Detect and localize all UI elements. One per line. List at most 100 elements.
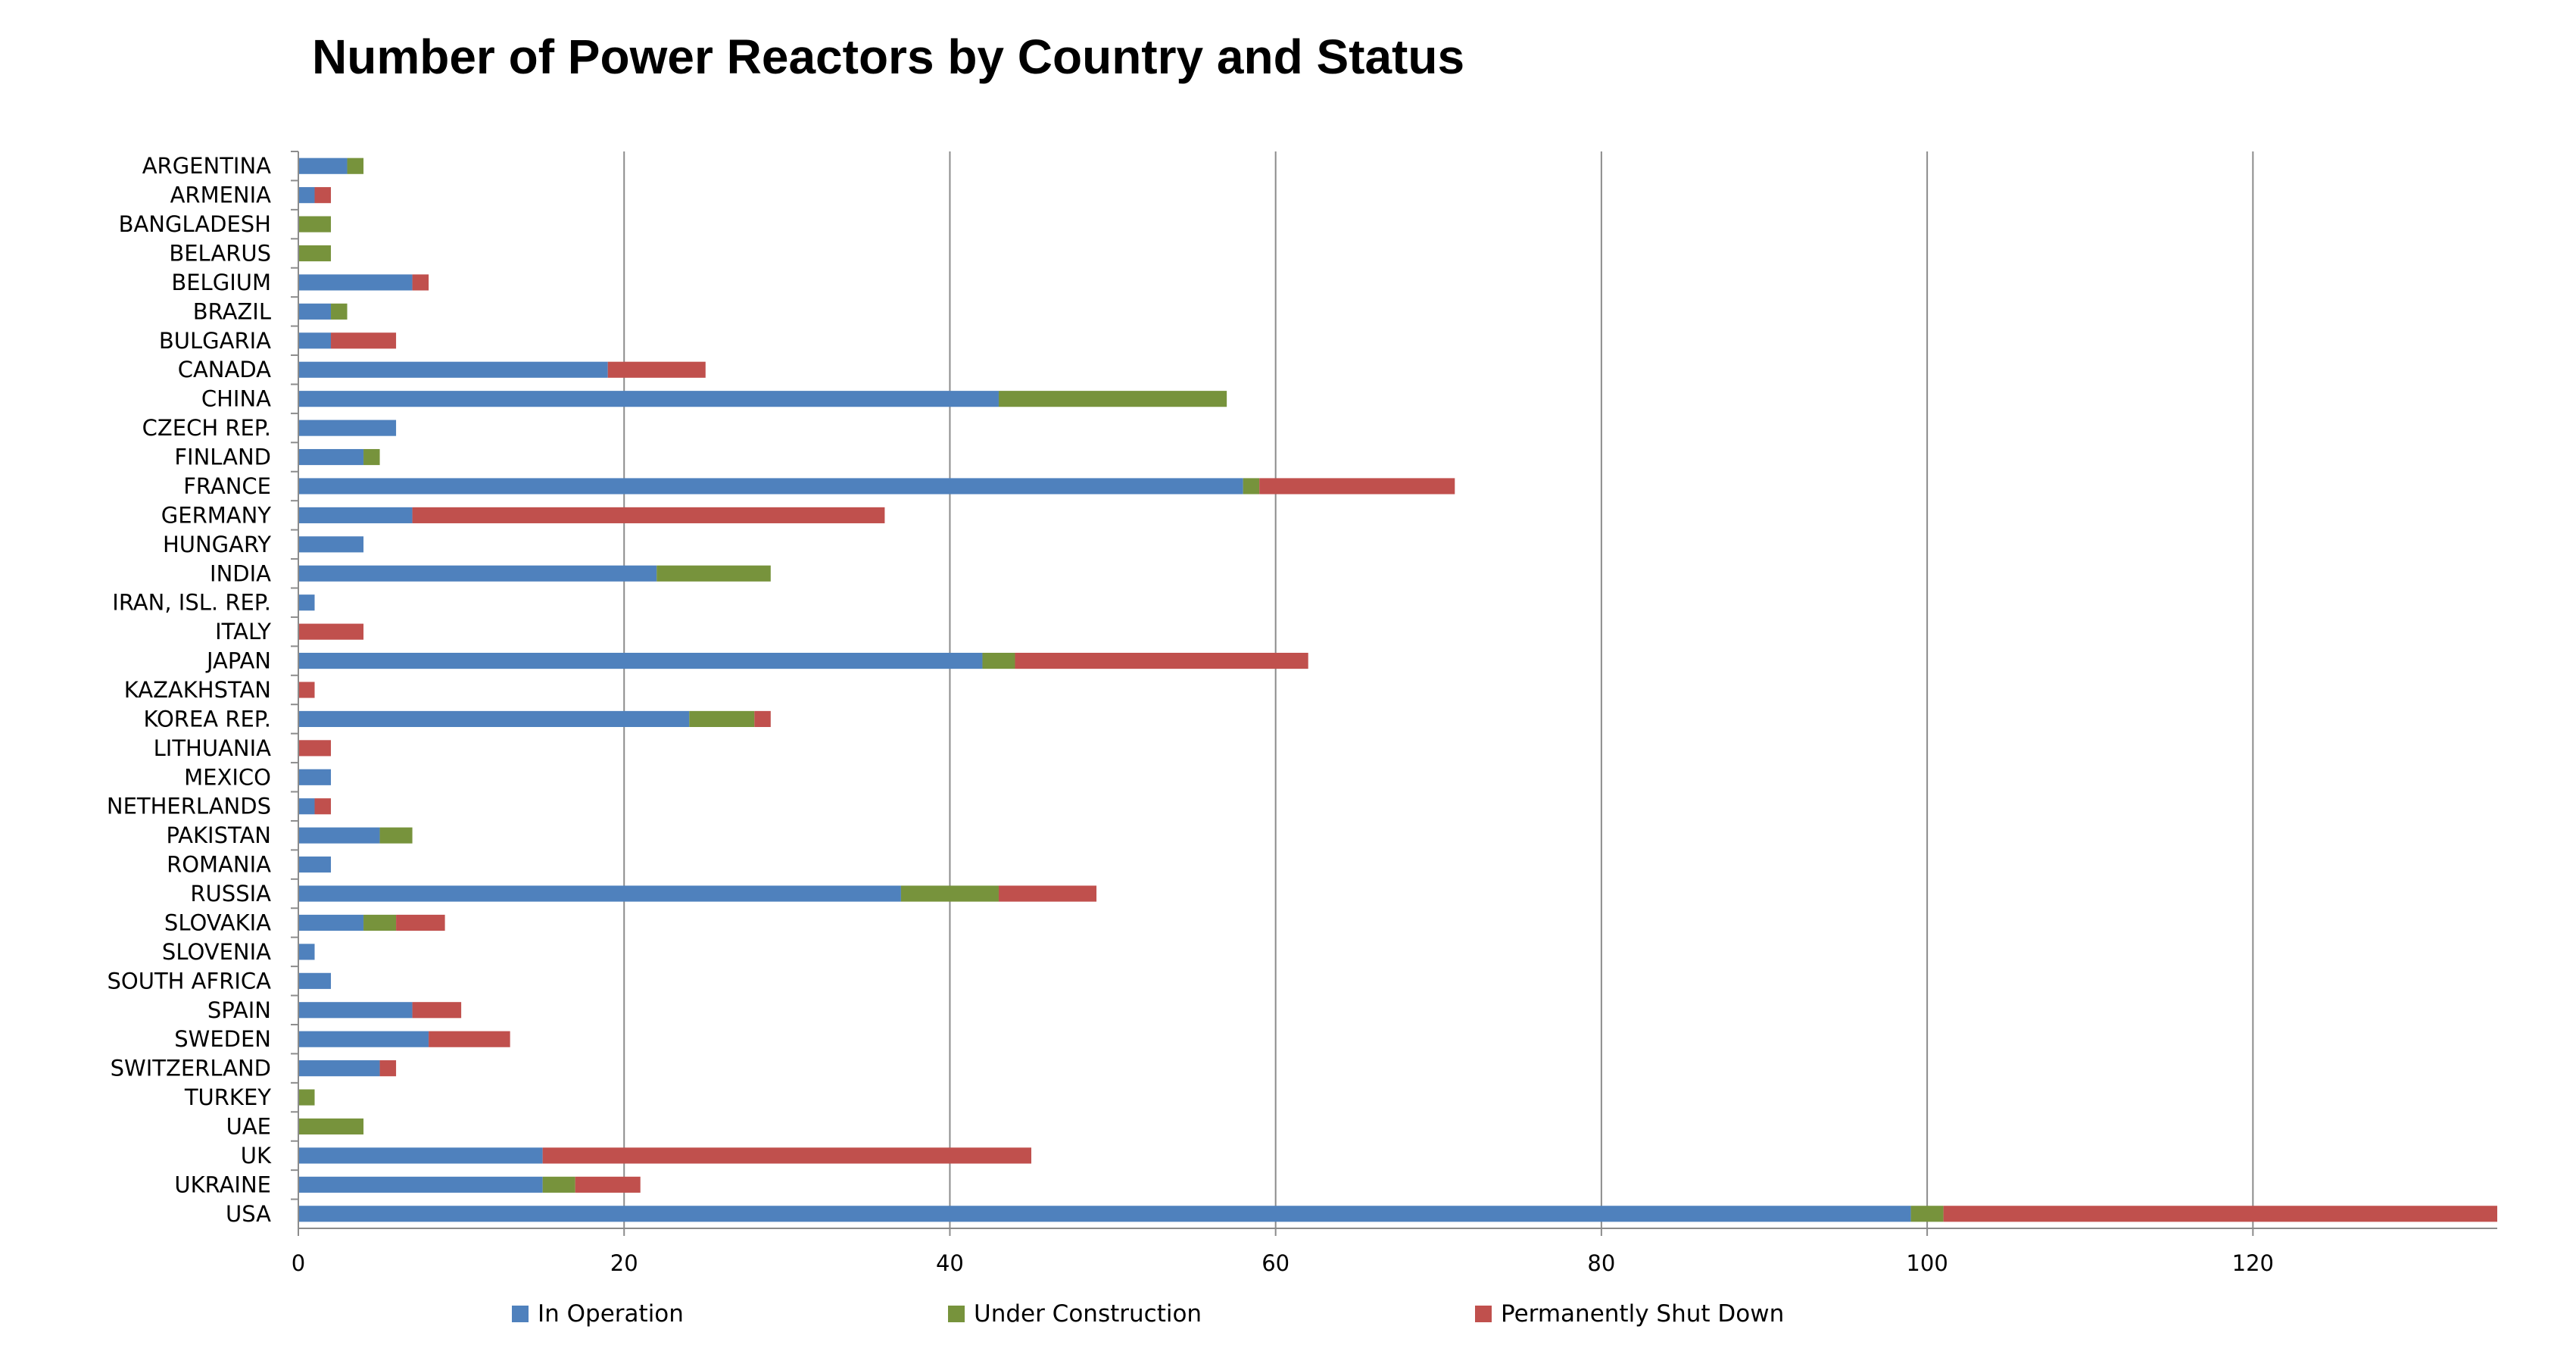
x-tick-labels: 0 20 40 60 80 100 120 xyxy=(292,1250,2274,1276)
bar-segment xyxy=(298,944,315,960)
category-label: FINLAND xyxy=(174,445,271,470)
bar-segment xyxy=(298,536,364,553)
category-label: TURKEY xyxy=(184,1084,271,1110)
x-tick-label: 40 xyxy=(936,1250,964,1276)
bar-segment xyxy=(542,1147,1031,1164)
category-label: ARGENTINA xyxy=(142,153,271,179)
bar-segment xyxy=(575,1176,641,1193)
legend-label: Under Construction xyxy=(974,1300,1202,1328)
bar-segment xyxy=(298,1176,543,1193)
bar-segment xyxy=(754,710,771,728)
x-tick-label: 120 xyxy=(2232,1250,2274,1276)
category-label: JAPAN xyxy=(205,648,271,674)
bar-segment xyxy=(298,448,364,466)
bar-segment xyxy=(998,885,1097,902)
bar-segment xyxy=(298,798,315,815)
bar-segment xyxy=(298,303,332,320)
category-label: ARMENIA xyxy=(170,183,272,208)
bar-segment xyxy=(298,478,1243,495)
bar-segment xyxy=(298,652,983,669)
category-label: ITALY xyxy=(215,619,271,644)
bar-segment xyxy=(379,827,413,844)
bar-segment xyxy=(298,1031,429,1047)
bar-segment xyxy=(1259,478,1455,495)
category-label: SPAIN xyxy=(207,997,271,1023)
category-label: CANADA xyxy=(178,357,271,382)
bar-segment xyxy=(412,1002,462,1019)
bar-segment xyxy=(542,1176,575,1193)
bar-segment xyxy=(363,914,397,931)
category-label: IRAN, ISL. REP. xyxy=(112,590,271,616)
category-label: UK xyxy=(241,1143,272,1169)
category-label: RUSSIA xyxy=(190,881,271,906)
bar-segment xyxy=(298,245,332,262)
category-label: INDIA xyxy=(210,560,271,586)
bar-segment xyxy=(1943,1206,2497,1222)
chart-title: Number of Power Reactors by Country and … xyxy=(312,30,1465,84)
grid-lines xyxy=(623,151,2254,1228)
category-label: SLOVAKIA xyxy=(164,910,271,935)
category-label: BELGIUM xyxy=(171,270,271,295)
category-label: PAKISTAN xyxy=(167,822,271,848)
x-tick-label: 0 xyxy=(292,1250,305,1276)
bar-segment xyxy=(298,507,413,523)
bar-segment xyxy=(363,448,380,466)
bar-segment xyxy=(298,740,332,757)
category-label: FRANCE xyxy=(183,473,271,499)
bar-segment xyxy=(331,303,348,320)
bar-segment xyxy=(298,623,364,640)
bar-segment xyxy=(298,187,315,204)
bar-segment xyxy=(1243,478,1260,495)
bar-segment xyxy=(298,1060,380,1077)
bar-segment xyxy=(298,1002,413,1019)
bar-segment xyxy=(298,216,332,232)
bar-segment xyxy=(298,769,332,785)
bar-segment xyxy=(298,361,608,378)
bar-segment xyxy=(347,158,364,174)
bar-segment xyxy=(298,1147,543,1164)
category-label: GERMANY xyxy=(161,502,271,528)
category-label: CHINA xyxy=(201,386,271,412)
bar-segment xyxy=(314,187,332,204)
category-label: CZECH REP. xyxy=(142,415,271,441)
bar-segment xyxy=(396,914,445,931)
bar-segment xyxy=(298,1206,1911,1222)
category-label: SWITZERLAND xyxy=(111,1056,271,1081)
x-tick-label: 60 xyxy=(1261,1250,1290,1276)
legend-label: In Operation xyxy=(538,1300,684,1328)
bar-segment xyxy=(314,798,332,815)
bar-segment xyxy=(656,565,771,582)
bar-segment xyxy=(298,972,332,989)
category-label: NETHERLANDS xyxy=(107,794,271,819)
bar-segment xyxy=(298,1089,315,1106)
category-label: USA xyxy=(226,1201,271,1227)
legend-swatch xyxy=(512,1306,529,1322)
bars xyxy=(298,158,2497,1222)
bar-segment xyxy=(298,332,332,349)
category-label: KAZAKHSTAN xyxy=(124,677,271,703)
bar-segment xyxy=(998,391,1227,407)
category-label: KOREA REP. xyxy=(144,706,271,732)
bar-segment xyxy=(689,710,755,728)
bar-segment xyxy=(298,857,332,873)
category-label: SOUTH AFRICA xyxy=(107,968,271,994)
category-label: SWEDEN xyxy=(174,1026,271,1052)
category-label: UAE xyxy=(226,1113,271,1139)
bar-segment xyxy=(298,885,901,902)
bar-segment xyxy=(298,1118,364,1135)
axes xyxy=(291,151,2497,1236)
bar-segment xyxy=(379,1060,397,1077)
bar-segment xyxy=(298,914,364,931)
x-tick-label: 100 xyxy=(1906,1250,1948,1276)
x-tick-label: 20 xyxy=(610,1250,638,1276)
category-label: LITHUANIA xyxy=(154,735,272,761)
legend-swatch xyxy=(948,1306,965,1322)
bar-segment xyxy=(412,507,885,523)
category-label: MEXICO xyxy=(184,764,271,790)
category-labels: ARGENTINA ARMENIA BANGLADESH BELARUS BELGIUM… xyxy=(107,153,272,1227)
bar-segment xyxy=(298,827,380,844)
bar-segment xyxy=(298,594,315,611)
bar-segment xyxy=(331,332,397,349)
bar-segment xyxy=(298,274,413,291)
legend-label: Permanently Shut Down xyxy=(1501,1300,1784,1328)
